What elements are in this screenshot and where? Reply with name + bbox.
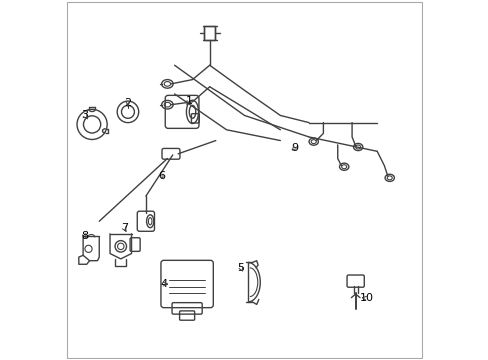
- Text: 10: 10: [359, 293, 373, 303]
- Text: 4: 4: [160, 279, 167, 289]
- Text: 5: 5: [237, 263, 244, 273]
- Text: 1: 1: [185, 96, 192, 106]
- Text: 7: 7: [121, 224, 128, 233]
- Text: 9: 9: [290, 143, 298, 153]
- Text: 3: 3: [81, 111, 88, 121]
- Bar: [204, 26, 215, 40]
- Text: 6: 6: [158, 171, 165, 181]
- Text: 2: 2: [124, 98, 131, 108]
- Text: 8: 8: [81, 231, 88, 240]
